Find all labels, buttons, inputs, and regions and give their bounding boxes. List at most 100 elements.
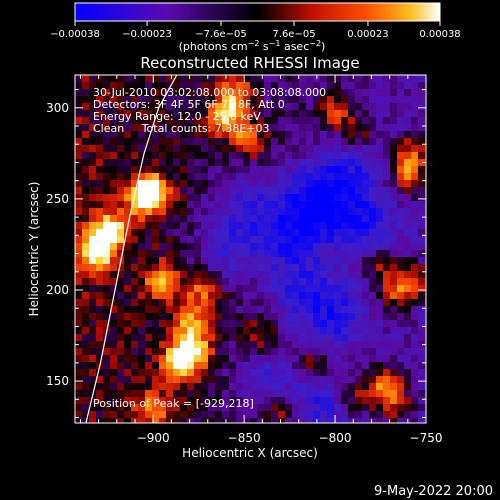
heatmap-cell — [166, 264, 174, 272]
heatmap-cell — [187, 257, 195, 265]
heatmap-cell — [299, 257, 307, 265]
heatmap-cell — [229, 117, 237, 125]
heatmap-cell — [320, 418, 328, 423]
heatmap-cell — [131, 222, 139, 230]
heatmap-cell — [229, 89, 237, 97]
heatmap-cell — [82, 397, 90, 405]
heatmap-cell — [271, 257, 279, 265]
heatmap-cell — [82, 145, 90, 153]
heatmap-cell — [383, 187, 391, 195]
heatmap-cell — [152, 229, 160, 237]
heatmap-cell — [222, 362, 230, 370]
heatmap-cell — [145, 187, 153, 195]
heatmap-cell — [362, 103, 370, 111]
heatmap-cell — [222, 404, 230, 412]
heatmap-cell — [187, 194, 195, 202]
heatmap-cell — [180, 320, 188, 328]
heatmap-cell — [145, 131, 153, 139]
heatmap-cell — [348, 292, 356, 300]
heatmap-cell — [271, 173, 279, 181]
heatmap-cell — [397, 152, 405, 160]
heatmap-cell — [376, 383, 384, 391]
heatmap-cell — [355, 89, 363, 97]
heatmap-cell — [75, 369, 83, 377]
heatmap-cell — [411, 327, 419, 335]
heatmap-cell — [166, 250, 174, 258]
heatmap-cell — [201, 334, 209, 342]
heatmap-cell — [306, 306, 314, 314]
heatmap-cell — [75, 138, 83, 146]
heatmap-cell — [397, 187, 405, 195]
heatmap-cell — [320, 383, 328, 391]
heatmap-cell — [110, 187, 118, 195]
heatmap-cell — [348, 110, 356, 118]
heatmap-cell — [243, 306, 251, 314]
heatmap-cell — [187, 180, 195, 188]
heatmap-cell — [222, 152, 230, 160]
heatmap-cell — [152, 299, 160, 307]
heatmap-cell — [82, 362, 90, 370]
heatmap-cell — [173, 173, 181, 181]
heatmap-cell — [306, 411, 314, 419]
heatmap-cell — [194, 138, 202, 146]
heatmap-cell — [180, 299, 188, 307]
heatmap-cell — [75, 215, 83, 223]
heatmap-cell — [313, 173, 321, 181]
heatmap-cell — [320, 194, 328, 202]
heatmap-cell — [250, 250, 258, 258]
heatmap-cell — [138, 75, 146, 83]
heatmap-cell — [152, 208, 160, 216]
heatmap-cell — [117, 215, 125, 223]
heatmap-cell — [411, 180, 419, 188]
heatmap-cell — [348, 376, 356, 384]
heatmap-cell — [201, 103, 209, 111]
heatmap-cell — [222, 390, 230, 398]
heatmap-cell — [201, 124, 209, 132]
heatmap-cell — [271, 103, 279, 111]
heatmap-cell — [271, 355, 279, 363]
heatmap-cell — [362, 257, 370, 265]
heatmap-cell — [131, 166, 139, 174]
heatmap-cell — [152, 194, 160, 202]
peak-position-label: Position of Peak = [-929,218] — [93, 397, 254, 410]
heatmap-cell — [306, 369, 314, 377]
heatmap-cell — [362, 404, 370, 412]
heatmap-cell — [313, 124, 321, 132]
heatmap-cell — [348, 383, 356, 391]
heatmap-cell — [89, 173, 97, 181]
heatmap-cell — [131, 376, 139, 384]
heatmap-cell — [180, 145, 188, 153]
heatmap-cell — [145, 124, 153, 132]
heatmap-cell — [75, 292, 83, 300]
heatmap-cell — [299, 327, 307, 335]
heatmap-cell — [285, 264, 293, 272]
heatmap-cell — [355, 145, 363, 153]
heatmap-cell — [250, 229, 258, 237]
heatmap-cell — [257, 285, 265, 293]
heatmap-cell — [131, 404, 139, 412]
heatmap-cell — [110, 89, 118, 97]
heatmap-cell — [152, 404, 160, 412]
heatmap-cell — [236, 376, 244, 384]
heatmap-cell — [250, 75, 258, 83]
heatmap-cell — [404, 124, 412, 132]
heatmap-cell — [236, 257, 244, 265]
heatmap-cell — [264, 236, 272, 244]
heatmap-cell — [110, 376, 118, 384]
heatmap-cell — [194, 75, 202, 83]
heatmap-cell — [362, 418, 370, 423]
heatmap-cell — [145, 292, 153, 300]
heatmap-cell — [152, 376, 160, 384]
heatmap-cell — [173, 404, 181, 412]
heatmap-cell — [383, 292, 391, 300]
heatmap-cell — [166, 306, 174, 314]
heatmap-cell — [306, 334, 314, 342]
heatmap-cell — [285, 236, 293, 244]
heatmap-cell — [208, 131, 216, 139]
heatmap-cell — [264, 271, 272, 279]
heatmap-cell — [110, 348, 118, 356]
heatmap-cell — [313, 194, 321, 202]
heatmap-cell — [103, 320, 111, 328]
heatmap-cell — [299, 180, 307, 188]
heatmap-cell — [285, 145, 293, 153]
